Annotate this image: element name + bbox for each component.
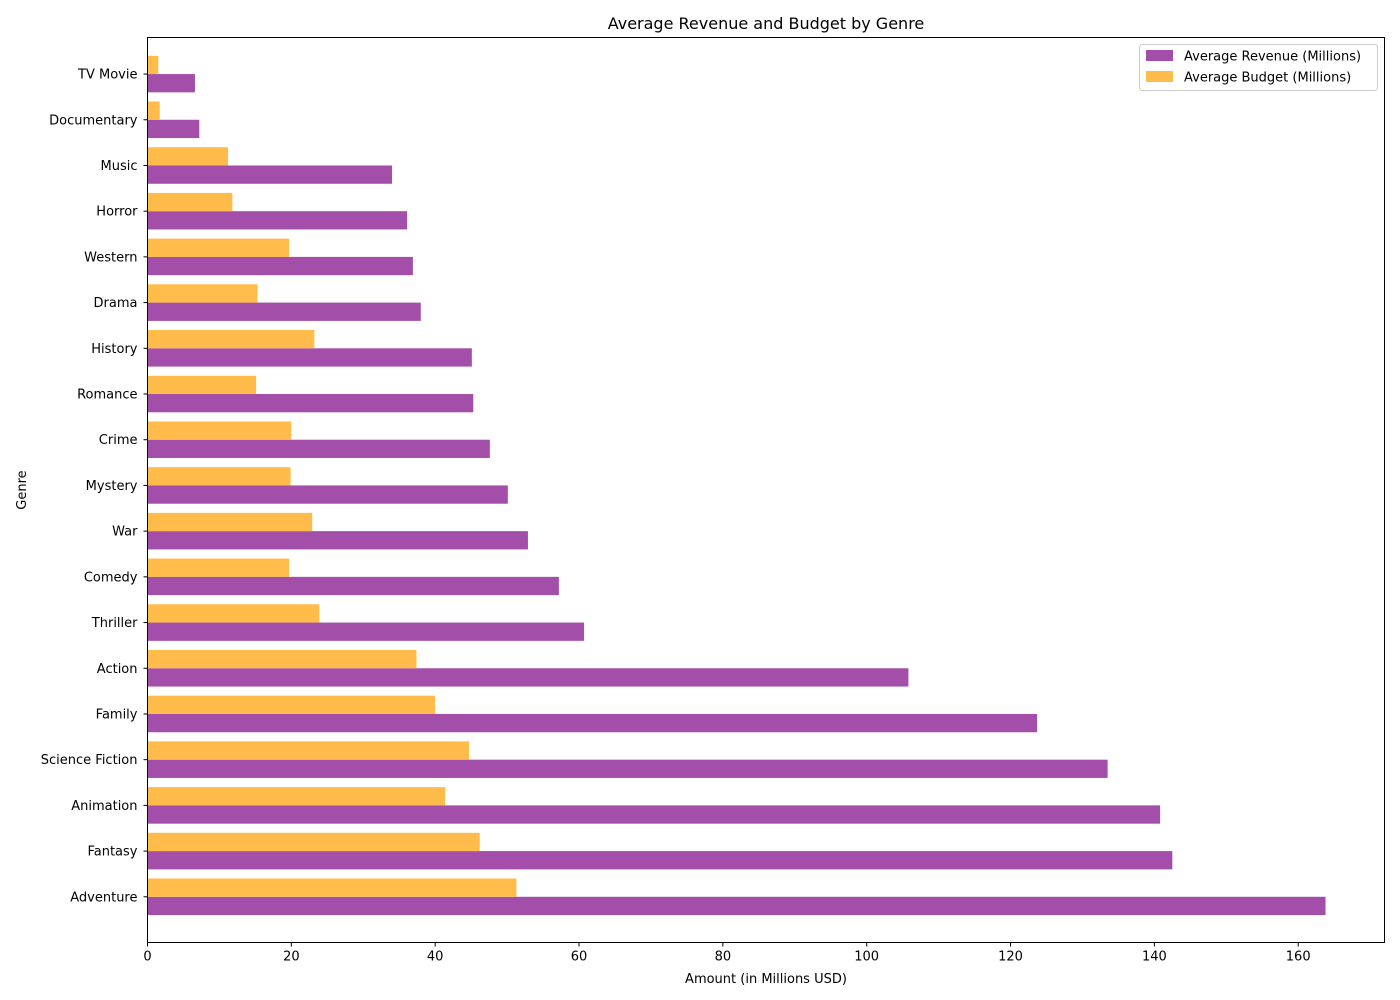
revenue-bar: [147, 74, 195, 93]
x-tick-label: 40: [427, 950, 444, 965]
x-tick-label: 100: [854, 950, 879, 965]
budget-bar: [147, 604, 320, 623]
revenue-bar: [147, 485, 508, 504]
x-tick-label: 0: [143, 950, 151, 965]
revenue-bar: [147, 622, 585, 641]
y-tick-label: Drama: [94, 296, 138, 311]
budget-bar: [147, 330, 315, 349]
budget-bar: [147, 238, 290, 257]
legend-swatch: [1146, 71, 1173, 82]
revenue-bar: [147, 439, 490, 459]
plot-frame: [147, 37, 1385, 943]
y-tick-label: Science Fiction: [41, 753, 138, 768]
budget-bar: [147, 512, 313, 532]
y-tick-label: History: [91, 342, 138, 357]
budget-bar: [147, 878, 517, 897]
y-axis-label: Genre: [15, 470, 30, 509]
budget-bar: [147, 695, 436, 714]
revenue-bar: [147, 576, 559, 596]
budget-bar: [147, 55, 159, 75]
budget-bar: [147, 284, 258, 303]
y-tick-label: Fantasy: [87, 845, 137, 860]
legend-swatch: [1146, 50, 1173, 61]
y-tick-label: Action: [97, 662, 138, 677]
y-tick-label: Horror: [96, 205, 138, 220]
x-tick-label: 60: [571, 950, 588, 965]
revenue-bar: [147, 713, 1038, 733]
y-tick-label: Family: [96, 707, 138, 722]
revenue-bar: [147, 668, 909, 687]
y-tick-label: Western: [84, 250, 137, 265]
budget-bar: [147, 649, 417, 669]
y-tick-label: Documentary: [49, 113, 138, 128]
budget-bar: [147, 467, 291, 486]
y-tick-label: TV Movie: [77, 68, 137, 83]
legend-label: Average Budget (Millions): [1184, 71, 1351, 86]
budget-bar: [147, 147, 229, 166]
revenue-bar: [147, 211, 408, 230]
x-axis-label: Amount (in Millions USD): [685, 972, 847, 987]
budget-bar: [147, 192, 233, 212]
revenue-bar: [147, 302, 421, 321]
revenue-bar: [147, 165, 393, 184]
y-axis: Adventure Fantasy Animation Science Fiction…: [41, 68, 148, 905]
revenue-bar: [147, 348, 472, 367]
budget-bar: [147, 787, 446, 806]
x-axis: 0 20 40 60 80 100 120 140 160: [143, 942, 1311, 965]
budget-bar: [147, 558, 290, 577]
budget-bar: [147, 101, 160, 120]
budget-bar: [147, 421, 292, 440]
y-tick-label: Mystery: [86, 479, 138, 494]
revenue-bar: [147, 394, 474, 413]
x-tick-label: 140: [1142, 950, 1167, 965]
y-tick-label: Thriller: [91, 616, 138, 631]
y-tick-label: Music: [101, 159, 138, 174]
plot-area: [147, 55, 1326, 916]
budget-bar: [147, 832, 480, 852]
chart-title: Average Revenue and Budget by Genre: [608, 14, 925, 33]
y-tick-label: Comedy: [84, 570, 138, 585]
legend-label: Average Revenue (Millions): [1184, 50, 1361, 65]
revenue-bar: [147, 759, 1108, 778]
revenue-bar: [147, 805, 1161, 824]
y-tick-label: Adventure: [70, 890, 137, 905]
budget-bar: [147, 741, 469, 760]
y-tick-label: Crime: [99, 433, 138, 448]
revenue-bar: [147, 256, 413, 276]
revenue-bar: [147, 531, 528, 550]
budget-bar: [147, 375, 257, 395]
revenue-bar: [147, 896, 1326, 916]
y-tick-label: War: [112, 525, 138, 540]
y-tick-label: Romance: [77, 388, 137, 403]
revenue-bar: [147, 851, 1173, 870]
legend: Average Revenue (Millions) Average Budget…: [1139, 44, 1378, 91]
x-tick-label: 120: [998, 950, 1023, 965]
legend-box: [1139, 44, 1378, 91]
x-tick-label: 20: [283, 950, 300, 965]
y-tick-label: Animation: [71, 799, 137, 814]
revenue-bar: [147, 119, 200, 139]
x-tick-label: 160: [1286, 950, 1311, 965]
x-tick-label: 80: [715, 950, 732, 965]
